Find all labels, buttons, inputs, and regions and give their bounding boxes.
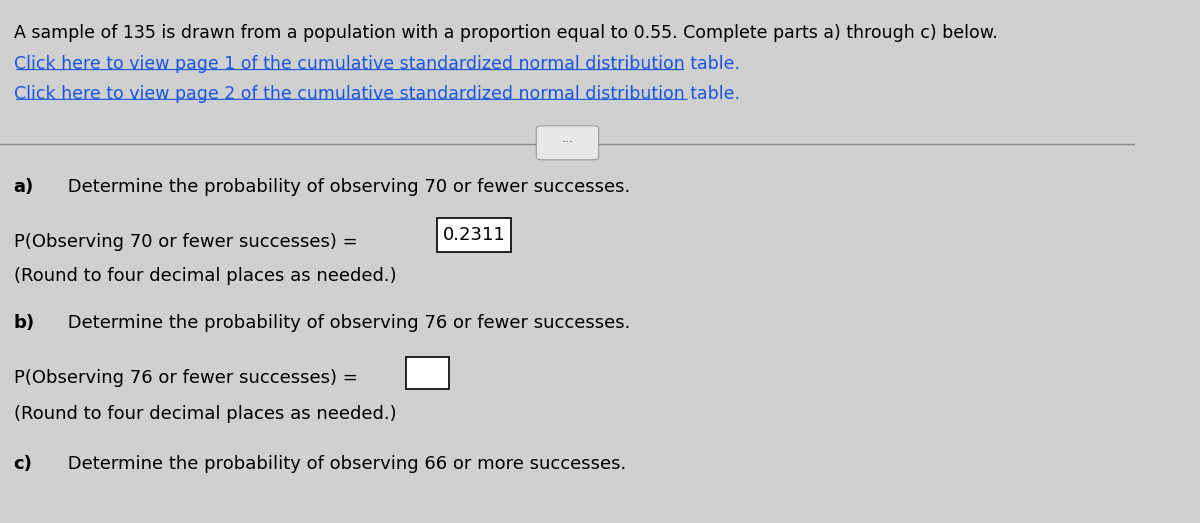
FancyBboxPatch shape <box>536 126 599 160</box>
Text: 0.2311: 0.2311 <box>443 226 505 244</box>
Text: P(Observing 70 or fewer successes) =: P(Observing 70 or fewer successes) = <box>13 233 362 251</box>
FancyBboxPatch shape <box>407 357 450 389</box>
Text: A sample of 135 is drawn from a population with a proportion equal to 0.55. Comp: A sample of 135 is drawn from a populati… <box>13 24 997 41</box>
Text: ...: ... <box>562 132 574 145</box>
Text: (Round to four decimal places as needed.): (Round to four decimal places as needed.… <box>13 405 396 423</box>
Text: Determine the probability of observing 76 or fewer successes.: Determine the probability of observing 7… <box>62 314 631 332</box>
Text: Determine the probability of observing 70 or fewer successes.: Determine the probability of observing 7… <box>62 178 631 196</box>
FancyBboxPatch shape <box>437 218 511 252</box>
Text: b): b) <box>13 314 35 332</box>
Text: Click here to view page 2 of the cumulative standardized normal distribution tab: Click here to view page 2 of the cumulat… <box>13 85 739 103</box>
Text: c): c) <box>13 455 32 473</box>
Text: P(Observing 76 or fewer successes) =: P(Observing 76 or fewer successes) = <box>13 369 358 386</box>
Text: (Round to four decimal places as needed.): (Round to four decimal places as needed.… <box>13 267 396 285</box>
Text: a): a) <box>13 178 34 196</box>
Text: Determine the probability of observing 66 or more successes.: Determine the probability of observing 6… <box>62 455 626 473</box>
Text: Click here to view page 1 of the cumulative standardized normal distribution tab: Click here to view page 1 of the cumulat… <box>13 55 739 73</box>
